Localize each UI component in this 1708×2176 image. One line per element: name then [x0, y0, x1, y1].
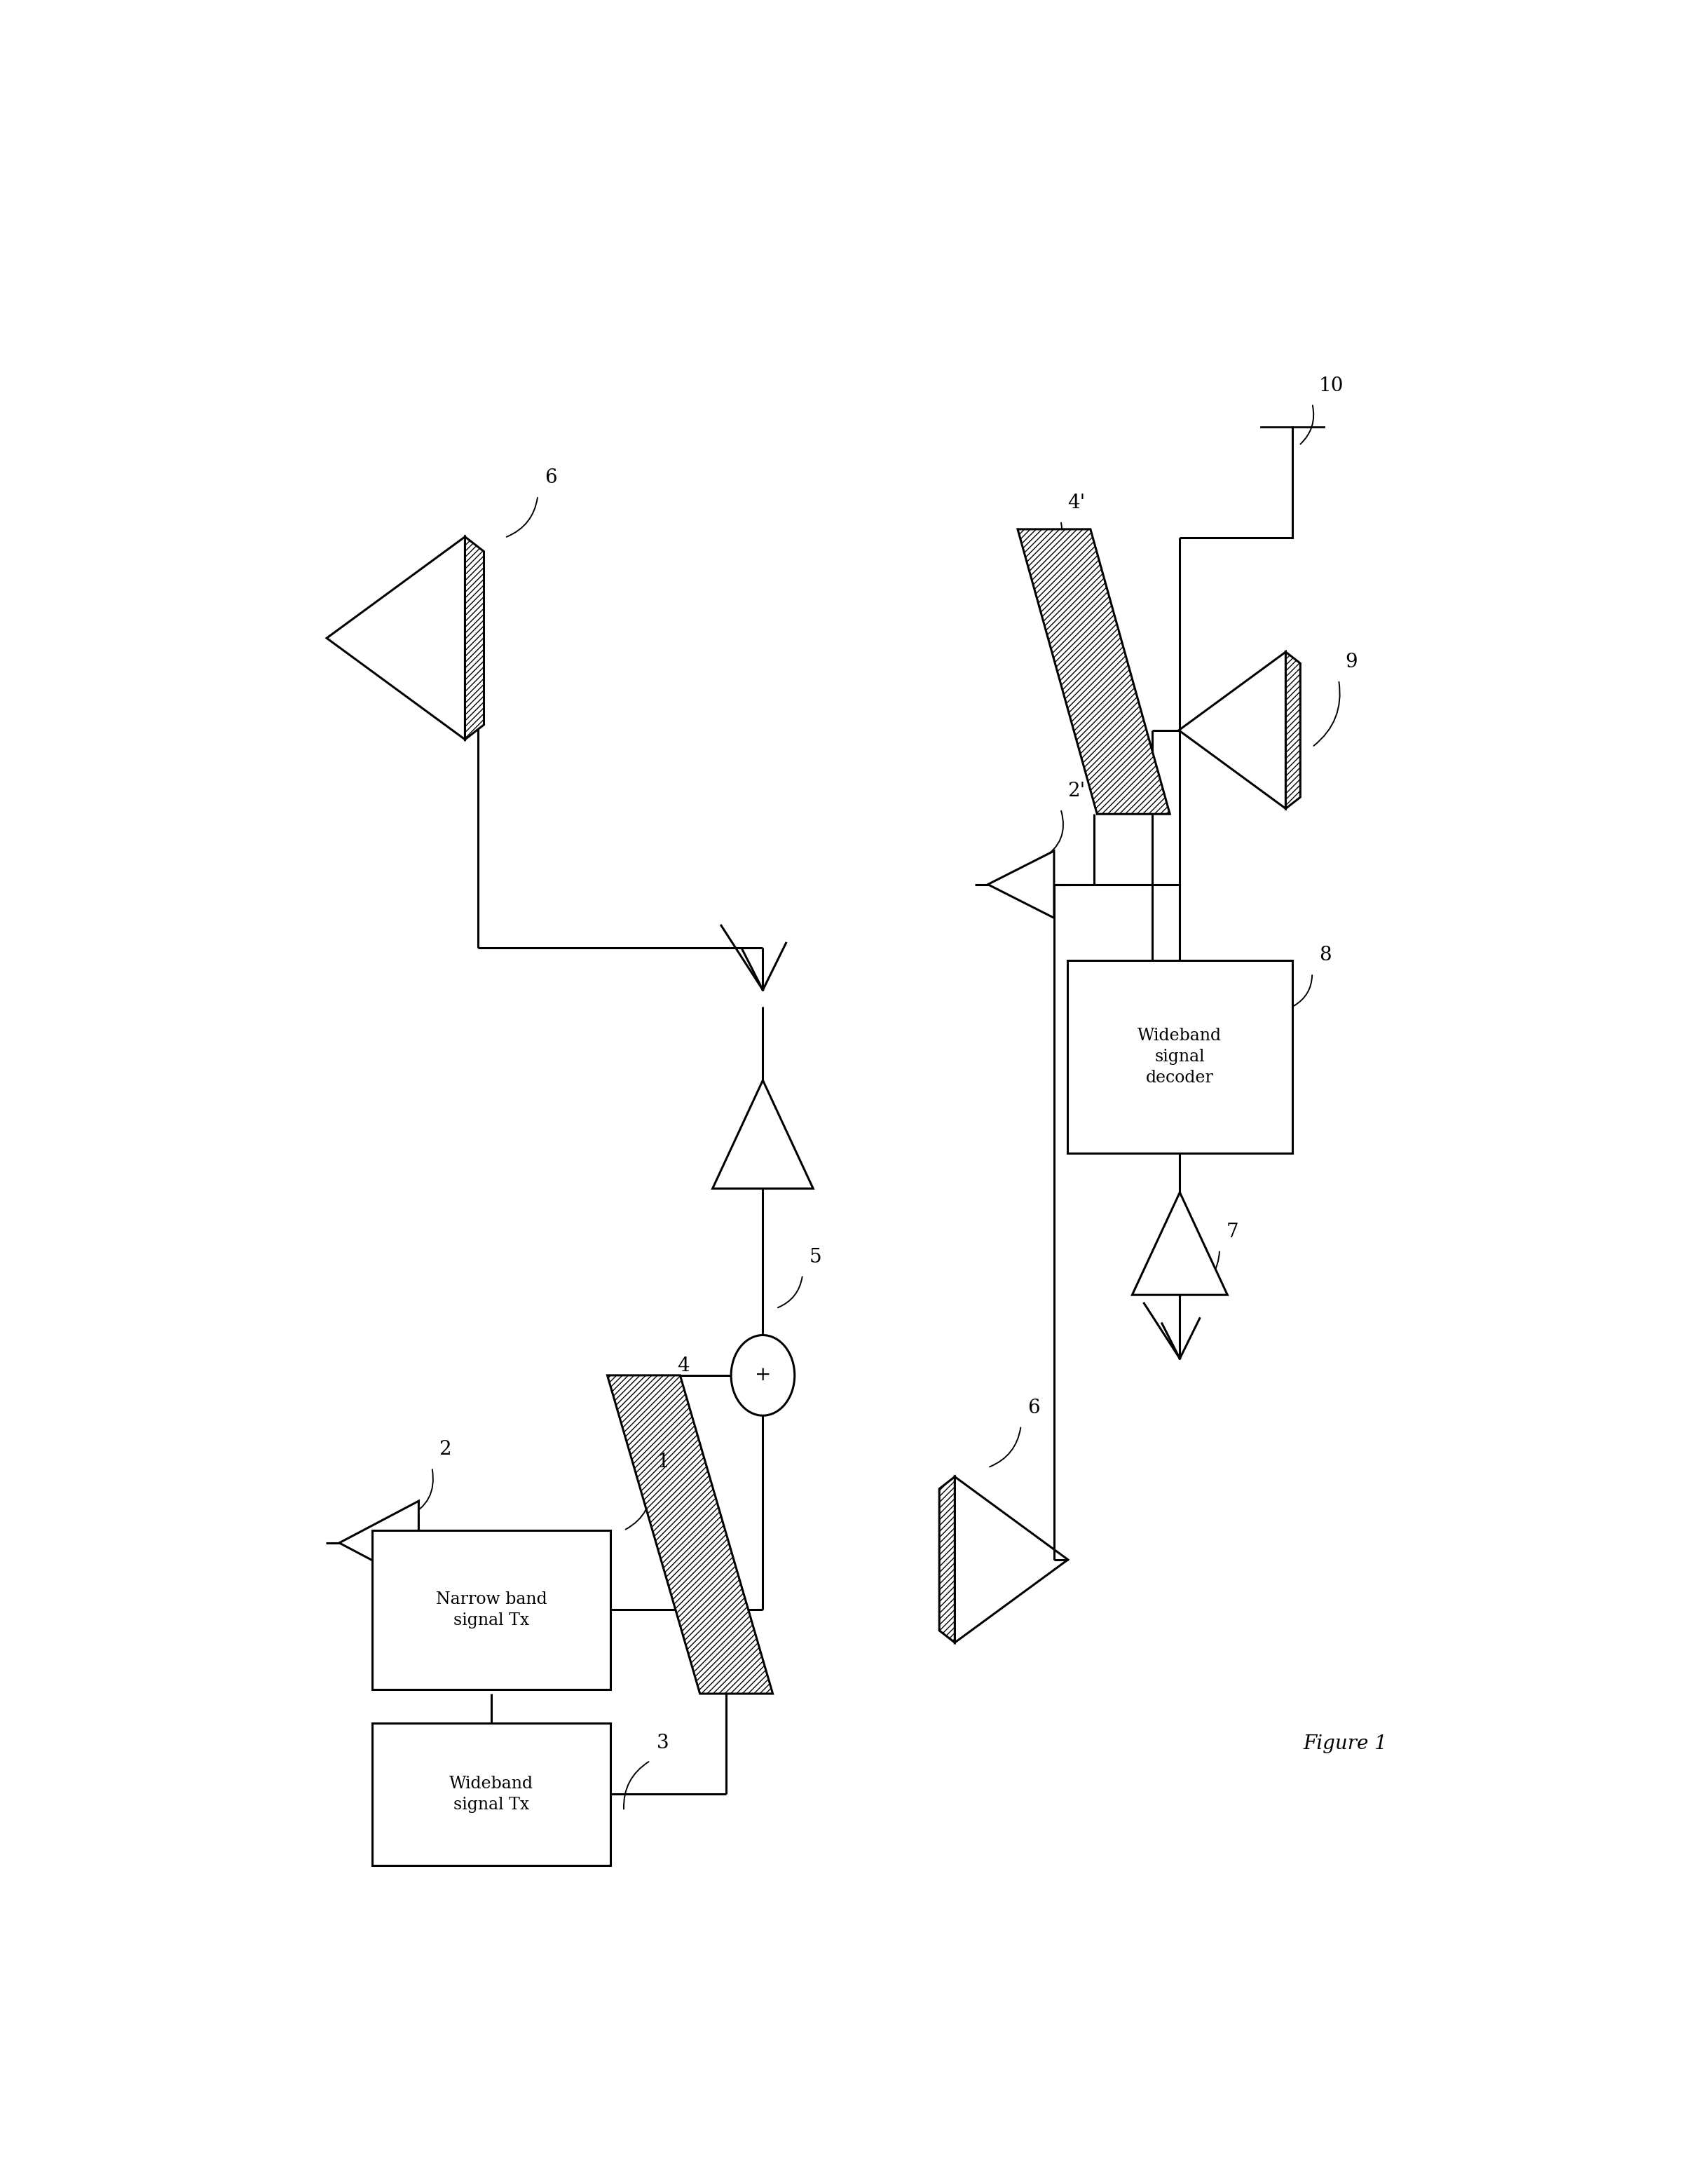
Polygon shape — [1018, 529, 1170, 814]
Bar — [372, 1530, 611, 1689]
Text: 6: 6 — [1028, 1399, 1040, 1417]
Text: 10: 10 — [1319, 376, 1344, 396]
Text: 9: 9 — [1346, 653, 1358, 672]
Polygon shape — [608, 1375, 772, 1693]
Polygon shape — [326, 537, 465, 740]
Polygon shape — [1132, 1192, 1228, 1295]
Text: 4': 4' — [1068, 494, 1085, 511]
Text: Wideband
signal Tx: Wideband signal Tx — [449, 1776, 533, 1813]
Text: Wideband
signal
decoder: Wideband signal decoder — [1138, 1027, 1221, 1086]
Text: +: + — [755, 1367, 770, 1384]
Text: 2': 2' — [1068, 781, 1085, 801]
Text: 2: 2 — [439, 1441, 451, 1460]
Polygon shape — [712, 1079, 813, 1188]
Text: 3: 3 — [658, 1734, 670, 1752]
Text: 5: 5 — [810, 1247, 822, 1266]
Bar — [372, 1723, 611, 1865]
Bar — [1068, 960, 1293, 1153]
Text: 7: 7 — [1226, 1223, 1238, 1240]
Text: 8: 8 — [1319, 947, 1331, 964]
Circle shape — [731, 1336, 794, 1417]
Polygon shape — [1179, 653, 1286, 809]
Polygon shape — [939, 1478, 955, 1643]
Text: 6: 6 — [545, 468, 557, 487]
Text: Narrow band
signal Tx: Narrow band signal Tx — [436, 1591, 547, 1628]
Polygon shape — [340, 1501, 418, 1584]
Polygon shape — [955, 1478, 1068, 1643]
Text: 1: 1 — [658, 1454, 670, 1471]
Polygon shape — [1286, 653, 1300, 809]
Polygon shape — [987, 851, 1054, 918]
Text: 4: 4 — [676, 1356, 688, 1375]
Text: Figure 1: Figure 1 — [1303, 1734, 1387, 1754]
Polygon shape — [465, 537, 483, 740]
